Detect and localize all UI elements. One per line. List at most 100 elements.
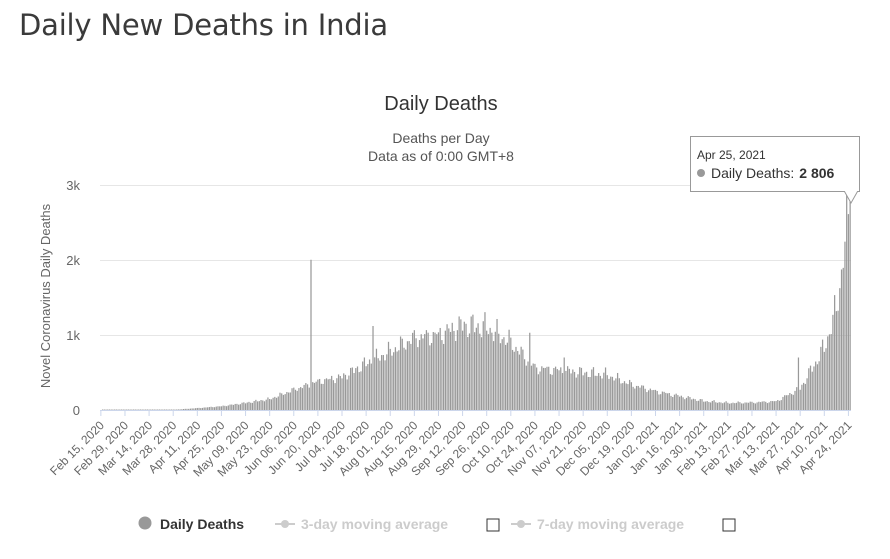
bar[interactable]: [670, 395, 672, 410]
bar[interactable]: [310, 259, 312, 410]
bar[interactable]: [320, 383, 322, 410]
bar[interactable]: [153, 409, 155, 411]
bar[interactable]: [763, 401, 765, 410]
bar[interactable]: [663, 391, 665, 410]
bar[interactable]: [734, 403, 736, 410]
bar[interactable]: [374, 357, 376, 410]
bar[interactable]: [811, 371, 813, 410]
bar[interactable]: [263, 401, 266, 410]
bar[interactable]: [103, 409, 105, 411]
bar[interactable]: [143, 409, 145, 411]
bar[interactable]: [108, 409, 111, 411]
bar[interactable]: [722, 403, 724, 410]
legend-checkbox-7day[interactable]: [722, 518, 736, 532]
bar[interactable]: [565, 370, 567, 410]
bar[interactable]: [203, 407, 205, 410]
bar[interactable]: [656, 390, 658, 410]
bar[interactable]: [470, 316, 472, 410]
bar[interactable]: [474, 332, 476, 410]
bar[interactable]: [160, 409, 162, 411]
bar[interactable]: [484, 312, 486, 410]
bar[interactable]: [461, 330, 464, 410]
bar[interactable]: [344, 374, 347, 410]
bar[interactable]: [587, 376, 589, 410]
bar[interactable]: [472, 314, 474, 410]
bar[interactable]: [685, 397, 688, 410]
bar[interactable]: [379, 360, 381, 410]
bar[interactable]: [604, 367, 607, 410]
bar[interactable]: [377, 358, 379, 410]
bar[interactable]: [370, 363, 372, 410]
bar[interactable]: [673, 394, 676, 410]
bar[interactable]: [412, 332, 414, 410]
bar[interactable]: [610, 376, 612, 410]
bar[interactable]: [820, 346, 822, 410]
bar[interactable]: [427, 332, 429, 410]
bar[interactable]: [691, 399, 693, 410]
bar[interactable]: [213, 407, 216, 410]
bar[interactable]: [639, 387, 641, 410]
bar[interactable]: [730, 403, 732, 410]
bar[interactable]: [405, 349, 407, 410]
bar[interactable]: [182, 409, 185, 410]
bar[interactable]: [754, 403, 757, 410]
bar[interactable]: [284, 394, 286, 410]
bar[interactable]: [313, 382, 316, 410]
bar[interactable]: [529, 332, 531, 410]
bar[interactable]: [546, 366, 548, 410]
bar[interactable]: [184, 408, 186, 410]
bar[interactable]: [319, 378, 321, 410]
bar[interactable]: [486, 330, 488, 410]
bar[interactable]: [753, 402, 755, 410]
bar[interactable]: [277, 396, 279, 410]
bar[interactable]: [804, 383, 806, 410]
bar[interactable]: [155, 409, 157, 411]
bar[interactable]: [200, 408, 202, 410]
bar[interactable]: [573, 371, 576, 410]
bar[interactable]: [828, 334, 831, 410]
bar[interactable]: [718, 402, 720, 410]
bar[interactable]: [362, 361, 364, 411]
bar[interactable]: [710, 402, 712, 410]
bar[interactable]: [468, 333, 471, 410]
bar[interactable]: [174, 409, 176, 411]
bar[interactable]: [394, 347, 397, 410]
bar[interactable]: [465, 323, 467, 410]
bar[interactable]: [215, 406, 217, 410]
bar[interactable]: [532, 363, 534, 410]
bar[interactable]: [158, 409, 161, 411]
bar[interactable]: [381, 355, 383, 410]
bar[interactable]: [145, 409, 147, 411]
bar[interactable]: [389, 348, 391, 410]
bar[interactable]: [256, 401, 259, 410]
bar[interactable]: [341, 378, 343, 410]
bar[interactable]: [441, 340, 443, 410]
bar[interactable]: [393, 352, 395, 410]
bar[interactable]: [644, 388, 646, 410]
bar[interactable]: [136, 409, 138, 411]
bar[interactable]: [127, 409, 130, 411]
bar[interactable]: [365, 366, 367, 410]
bar[interactable]: [220, 406, 223, 410]
bar[interactable]: [167, 409, 169, 411]
bar[interactable]: [775, 401, 777, 410]
bar[interactable]: [131, 409, 133, 411]
bar[interactable]: [351, 367, 353, 410]
bar[interactable]: [232, 404, 235, 410]
bar[interactable]: [837, 310, 839, 410]
bar[interactable]: [141, 409, 143, 411]
bar[interactable]: [809, 365, 812, 410]
bar[interactable]: [196, 407, 198, 410]
bar[interactable]: [238, 404, 240, 410]
bar[interactable]: [132, 409, 135, 411]
bar[interactable]: [287, 392, 290, 410]
bar[interactable]: [258, 401, 260, 410]
bar[interactable]: [713, 400, 715, 410]
bar[interactable]: [772, 401, 774, 410]
bar[interactable]: [117, 409, 119, 411]
bar[interactable]: [425, 330, 428, 410]
bar[interactable]: [467, 337, 469, 410]
bar[interactable]: [706, 401, 708, 410]
bar[interactable]: [672, 397, 674, 410]
bar[interactable]: [306, 384, 309, 410]
